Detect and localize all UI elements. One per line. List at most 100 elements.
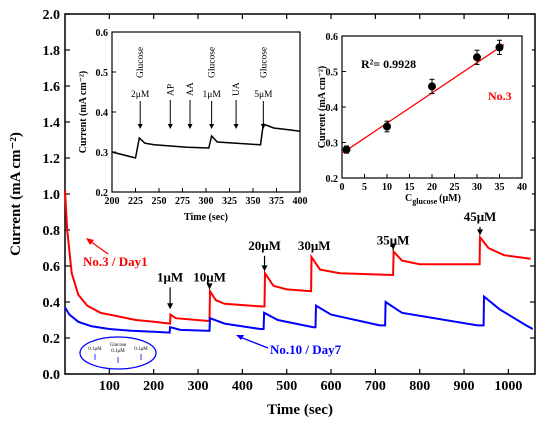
main-y-tick-label: 2.0 <box>43 8 61 23</box>
main-x-tick-label: 200 <box>143 379 164 394</box>
inset-left-annotations: Glucose 2μM AP AA Glucose 1μM UA Glucose 5μM <box>131 47 273 129</box>
inset-left-x-tick-label: 250 <box>152 196 167 207</box>
inset-left-x-tick-label: 300 <box>199 196 214 207</box>
inset-right-y-label: Current (mA cm⁻²) <box>317 66 328 149</box>
inset-left-arrowhead <box>233 124 239 129</box>
inset-left-series-line <box>111 122 301 159</box>
inset-left-x-tick-label: 400 <box>293 196 308 207</box>
main-x-tick-label: 900 <box>454 379 475 394</box>
inset-right-y-tick-label: 0.6 <box>326 32 339 43</box>
legend-arrowhead-red <box>86 238 94 245</box>
inset-right-series-label: No.3 <box>488 89 512 103</box>
inset-left-y-tick-label: 0.5 <box>96 68 109 79</box>
data-point <box>383 122 391 131</box>
inset-right-x-tick-label: 0 <box>340 182 345 193</box>
inset-right-x-tick-label: 10 <box>382 182 392 193</box>
inset-left-arrowhead <box>260 124 266 129</box>
data-point <box>428 82 436 91</box>
series-line-no10-day7 <box>64 294 534 334</box>
inset-left-annotation: Glucose <box>136 47 146 78</box>
inset-right-x-tick-label: 25 <box>450 182 460 193</box>
ellipse-label: 0.1μM <box>111 349 125 354</box>
inset-left-annotation: Glucose <box>208 47 218 78</box>
inset-left-annotation: AA <box>186 82 196 96</box>
main-x-axis: 100 200 300 400 500 600 700 800 900 1000 <box>99 14 522 394</box>
inset-left-series <box>111 122 301 159</box>
concentration-arrowhead <box>206 283 213 290</box>
concentration-arrowhead <box>261 265 268 272</box>
main-annotations: 1μM 10μM 20μM 30μM 35μM 45μM <box>157 209 497 310</box>
inset-left-annotation: UA <box>232 82 242 96</box>
main-x-tick-label: 800 <box>409 379 430 394</box>
inset-left-arrowhead <box>187 124 193 129</box>
inset-left-y-tick-label: 0.4 <box>96 108 109 119</box>
inset-left-x-label: Time (sec) <box>184 212 228 223</box>
main-y-tick-label: 1.6 <box>43 80 61 95</box>
inset-left-y-tick-label: 0.6 <box>96 28 109 39</box>
concentration-label: 1μM <box>157 269 183 284</box>
main-y-tick-label: 1.4 <box>43 116 61 131</box>
main-y-tick-label: 0.2 <box>43 332 61 347</box>
inset-right-y-axis: 0.2 0.3 0.4 0.5 0.6 <box>326 32 346 185</box>
inset-left-annotation-conc: 5μM <box>254 90 273 100</box>
inset-right-x-tick-label: 35 <box>495 182 505 193</box>
legend-arrow-blue <box>239 336 269 349</box>
main-x-tick-label: 1000 <box>494 379 522 394</box>
main-y-tick-label: 0.8 <box>43 224 61 239</box>
inset-right-y-tick-label: 0.5 <box>326 68 339 79</box>
inset-right-x-tick-label: 30 <box>472 182 482 193</box>
r-squared-label: R²= 0.9928 <box>361 57 416 71</box>
inset-right-x-axis: 0 5 10 15 20 25 30 35 40 <box>340 174 527 193</box>
legend-label-blue: No.10 / Day7 <box>270 342 342 357</box>
inset-left-x-tick-label: 325 <box>222 196 237 207</box>
inset-left-annotation-conc: 2μM <box>131 90 150 100</box>
legend-label-red: No.3 / Day1 <box>83 254 148 269</box>
inset-right-y-tick-label: 0.3 <box>326 139 339 150</box>
inset-left-x-tick-label: 375 <box>269 196 284 207</box>
inset-left-y-tick-label: 0.3 <box>96 148 109 159</box>
ellipse-label: Glucose <box>110 343 127 348</box>
concentration-label: 20μM <box>248 238 281 253</box>
inset-left-x-tick-label: 225 <box>128 196 143 207</box>
main-x-tick-label: 300 <box>188 379 209 394</box>
inset-left-x-tick-label: 350 <box>246 196 261 207</box>
main-x-tick-label: 700 <box>365 379 386 394</box>
inset-left-annotation: Glucose <box>259 47 269 78</box>
blue-detail-ellipse <box>79 336 157 370</box>
main-y-tick-label: 1.0 <box>43 188 61 203</box>
inset-left-x-axis: 200 225 250 275 300 325 350 375 400 <box>105 188 308 207</box>
inset-right-x-tick-label: 5 <box>362 182 367 193</box>
main-series-group <box>64 190 534 334</box>
main-y-axis-label: Current (mA cm⁻²) <box>8 132 24 256</box>
main-y-tick-label: 0.4 <box>43 296 61 311</box>
inset-left-arrowhead <box>137 124 143 129</box>
inset-right-x-tick-label: 15 <box>405 182 415 193</box>
data-point <box>342 145 351 154</box>
inset-right-x-tick-label: 40 <box>517 182 527 193</box>
inset-right-series <box>341 39 505 154</box>
inset-right-x-label: Cglucose (μM) <box>405 193 461 206</box>
main-y-tick-label: 0.6 <box>43 260 61 275</box>
concentration-arrowhead <box>167 303 174 310</box>
concentration-arrowhead <box>477 229 484 236</box>
inset-left-annotation: AP <box>166 84 176 96</box>
main-y-tick-label: 1.8 <box>43 44 61 59</box>
legend-arrowhead-blue <box>236 335 244 340</box>
data-point <box>495 43 504 52</box>
inset-right-y-tick-label: 0.2 <box>326 174 339 185</box>
main-x-tick-label: 400 <box>232 379 253 394</box>
inset-left-x-tick-label: 275 <box>175 196 190 207</box>
main-x-tick-label: 500 <box>276 379 297 394</box>
inset-left-annotation-conc: 1μM <box>202 90 221 100</box>
concentration-arrowhead <box>390 243 397 250</box>
main-x-axis-label: Time (sec) <box>267 402 333 418</box>
inset-left-y-tick-label: 0.2 <box>96 188 109 199</box>
ellipse-label: 0.1μM <box>88 347 102 352</box>
inset-right-y-tick-label: 0.4 <box>326 103 339 114</box>
main-y-axis: 0.0 0.2 0.4 0.6 0.8 1.0 1.2 1.4 1.6 1.8 2.0 <box>43 8 535 383</box>
inset-selectivity-chart: 0.2 0.3 0.4 0.5 0.6 200 225 250 275 300 325 350 375… <box>77 22 309 232</box>
concentration-label: 45μM <box>464 209 497 224</box>
